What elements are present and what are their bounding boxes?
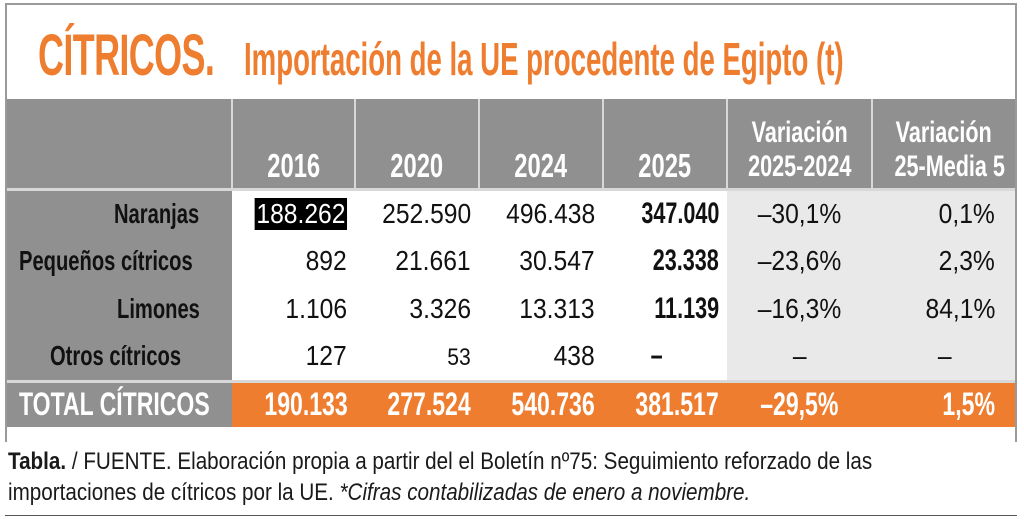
table-row-total: TOTAL CÍTRICOS 190.133 277.524 540.736 3…: [7, 379, 1015, 427]
cell-variation-2025-2024: –30,1%: [727, 189, 872, 237]
caption-source: / FUENTE. Elaboración propia a partir de…: [8, 448, 873, 506]
row-label: Pequeños cítricos: [7, 237, 232, 285]
cell-2016: 127: [232, 333, 355, 381]
cell-2020: 3.326: [355, 285, 479, 333]
table-row-limones: Limones 1.106 3.326 13.313 11.139 –16,3%…: [7, 285, 1015, 333]
row-label: Limones: [7, 285, 232, 333]
cell-2024: 496.438: [479, 189, 603, 237]
row-label: Naranjas: [7, 189, 232, 237]
cell-2024: 30.547: [479, 237, 603, 285]
header-2020: 2020: [354, 99, 479, 191]
row-label: TOTAL CÍTRICOS: [7, 379, 232, 427]
total-2020: 277.524: [355, 379, 479, 427]
total-variation-2025-2024: –29,5%: [727, 379, 872, 427]
cell-variation-2025-2024: –16,3%: [727, 285, 872, 333]
header-variation-25-media5: Variación 25-Media 5: [871, 99, 1015, 191]
cell-variation-25-media5: 2,3%: [872, 237, 1015, 285]
total-variation-25-media5: 1,5%: [872, 379, 1015, 427]
cell-2016: 1.106: [232, 285, 355, 333]
total-2024: 540.736: [479, 379, 603, 427]
title-subtitle: Importación de la UE procedente de Egipt…: [244, 33, 844, 85]
cell-2020: 252.590: [355, 189, 479, 237]
highlighted-value: 188.262: [254, 197, 347, 230]
cell-2020: 53: [355, 333, 479, 381]
cell-variation-25-media5: 0,1%: [872, 189, 1015, 237]
cell-2024: 438: [479, 333, 603, 381]
table-row-naranjas: Naranjas 188.262 252.590 496.438 347.040…: [7, 189, 1015, 237]
cell-2020: 21.661: [355, 237, 479, 285]
header-variation-2025-2024: Variación 2025-2024: [726, 99, 872, 191]
cell-variation-25-media5: –: [872, 333, 1015, 381]
bottom-divider: [5, 515, 1017, 516]
table-caption: Tabla. / FUENTE. Elaboración propia a pa…: [8, 446, 1008, 508]
cell-variation-25-media5: 84,1%: [872, 285, 1015, 333]
cell-2025: –: [603, 333, 727, 381]
cell-2025: 11.139: [603, 285, 727, 333]
header-2024: 2024: [478, 99, 603, 191]
table-row-pequenos-citricos: Pequeños cítricos 892 21.661 30.547 23.3…: [7, 237, 1015, 285]
header-empty: [7, 99, 232, 191]
table-row-otros-citricos: Otros cítricos 127 53 438 – – –: [7, 333, 1015, 381]
title-main: CÍTRICOS.: [38, 23, 215, 88]
row-label: Otros cítricos: [7, 333, 232, 381]
table-frame: [5, 3, 1017, 442]
cell-2024: 13.313: [479, 285, 603, 333]
cell-variation-2025-2024: –: [727, 333, 872, 381]
caption-label: Tabla.: [8, 448, 67, 475]
header-2025: 2025: [602, 99, 727, 191]
header-2016: 2016: [231, 99, 355, 191]
caption-note: *Cifras contabilizadas de enero a noviem…: [339, 479, 751, 506]
cell-variation-2025-2024: –23,6%: [727, 237, 872, 285]
imports-table: 2016 2020 2024 2025 Variación 2025-2024 …: [7, 99, 1015, 427]
cell-2025: 347.040: [603, 189, 727, 237]
total-2025: 381.517: [603, 379, 727, 427]
cell-2016: 188.262: [232, 189, 355, 237]
total-2016: 190.133: [232, 379, 355, 427]
cell-2025: 23.338: [603, 237, 727, 285]
cell-2016: 892: [232, 237, 355, 285]
header-row: 2016 2020 2024 2025 Variación 2025-2024 …: [7, 99, 1015, 191]
